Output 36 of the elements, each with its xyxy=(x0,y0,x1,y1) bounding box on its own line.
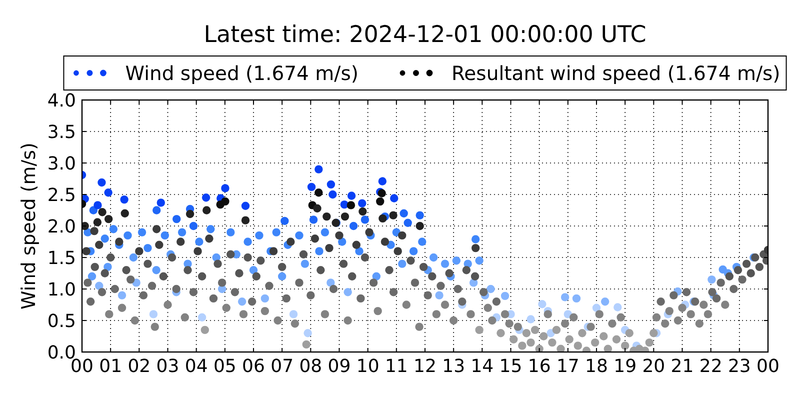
y-tick-label: 3.5 xyxy=(47,122,76,143)
y-tick-label: 2.0 xyxy=(47,216,76,238)
x-tick-label: 13 xyxy=(442,356,466,377)
x-tick-label: 12 xyxy=(414,356,436,377)
x-tick-label: 05 xyxy=(213,356,236,377)
legend-label: Wind speed (1.674 m/s) xyxy=(125,62,358,86)
y-tick-label: 3.0 xyxy=(47,153,76,174)
y-tick-label: 2.5 xyxy=(47,184,76,206)
x-tick-label: 18 xyxy=(585,356,608,377)
x-tick-label: 10 xyxy=(356,356,380,377)
x-tick-label: 08 xyxy=(299,356,322,377)
x-tick-label: 04 xyxy=(184,356,208,377)
x-tick-label: 15 xyxy=(499,356,522,377)
x-tick-label: 11 xyxy=(384,356,408,377)
x-tick-label: 16 xyxy=(528,356,551,377)
y-tick-label: 1.5 xyxy=(47,248,76,269)
y-axis-title: Wind speed (m/s) xyxy=(18,142,40,310)
x-tick-label: 17 xyxy=(556,356,580,377)
chart-title: Latest time: 2024-12-01 00:00:00 UTC xyxy=(204,22,646,48)
y-tick-label: 4.0 xyxy=(47,90,76,112)
x-tick-label: 19 xyxy=(614,356,637,377)
y-tick-label: 0.5 xyxy=(47,310,76,332)
x-tick-label: 02 xyxy=(128,356,151,377)
x-tick-label: 07 xyxy=(270,356,294,377)
x-tick-label: 09 xyxy=(328,356,351,377)
legend-label: Resultant wind speed (1.674 m/s) xyxy=(452,62,780,86)
x-tick-label: 21 xyxy=(670,356,694,377)
x-tick-label: 00 xyxy=(756,356,780,377)
x-tick-label: 20 xyxy=(642,356,666,377)
x-tick-label: 03 xyxy=(156,356,180,377)
y-tick-label: 1.0 xyxy=(47,279,76,300)
x-tick-label: 22 xyxy=(699,356,722,377)
x-tick-label: 01 xyxy=(99,356,122,377)
x-tick-label: 23 xyxy=(728,356,751,377)
x-tick-label: 14 xyxy=(470,356,494,377)
x-tick-label: 06 xyxy=(242,356,265,377)
